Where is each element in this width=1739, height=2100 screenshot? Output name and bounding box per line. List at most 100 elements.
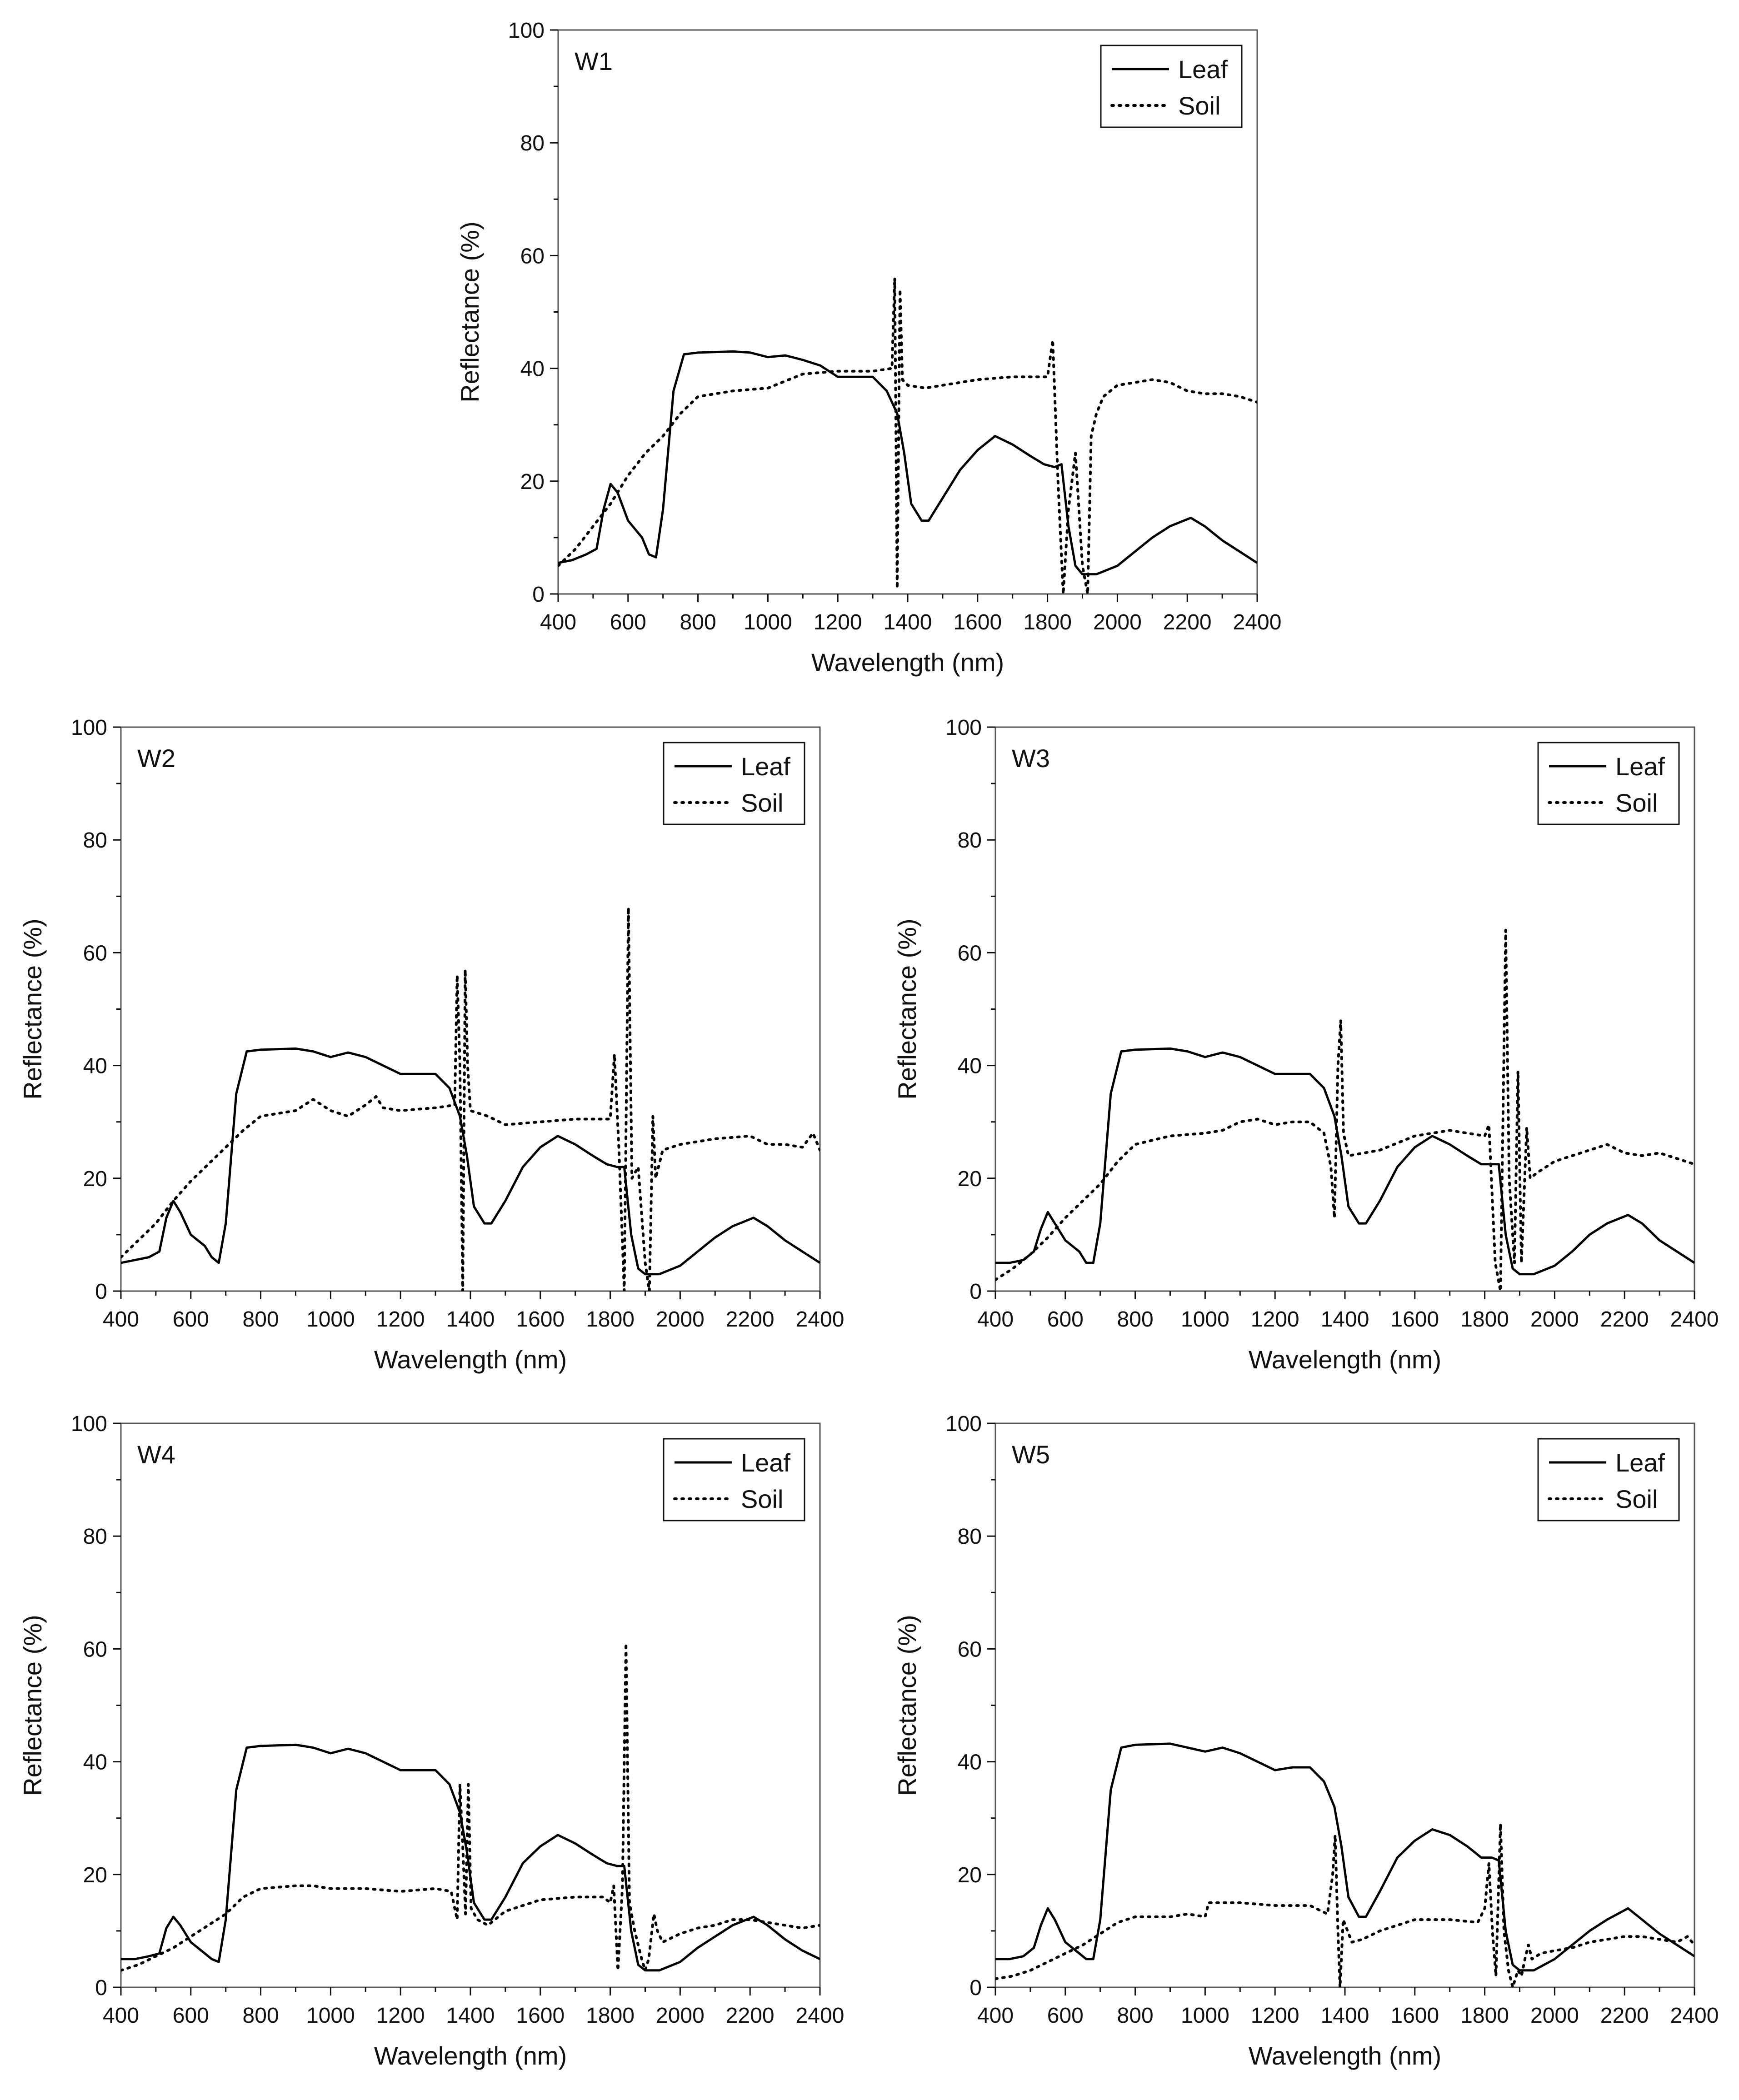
y-tick-label: 100	[71, 1412, 107, 1436]
x-axis-title: Wavelength (nm)	[811, 648, 1004, 677]
x-tick-label: 800	[243, 2004, 279, 2028]
y-tick-label: 20	[83, 1167, 107, 1191]
y-axis-title: Reflectance (%)	[893, 918, 921, 1099]
x-tick-label: 2000	[1093, 610, 1142, 634]
x-axis-title: Wavelength (nm)	[1249, 2041, 1441, 2070]
x-tick-label: 1600	[1390, 1307, 1439, 1332]
x-tick-label: 400	[977, 1307, 1014, 1332]
x-tick-label: 2400	[796, 2004, 845, 2028]
y-axis-title: Reflectance (%)	[455, 221, 484, 402]
y-tick-label: 80	[83, 1525, 107, 1549]
chart-panel-w2: 400 600 800 1000 1200 1400 1600 1800 2000 2200 240…	[18, 716, 844, 1374]
x-tick-label: 2200	[1600, 1307, 1649, 1332]
x-tick-label: 1800	[1460, 2004, 1509, 2028]
legend-label-leaf: Leaf	[1178, 55, 1228, 84]
y-tick-label: 80	[520, 131, 545, 155]
x-tick-label: 800	[243, 1307, 279, 1332]
x-tick-label: 1400	[1321, 2004, 1369, 2028]
legend: Leaf Soil	[1100, 45, 1243, 128]
x-tick-label: 2400	[796, 1307, 845, 1332]
y-tick-label: 60	[83, 1637, 107, 1661]
legend: Leaf Soil	[663, 742, 805, 825]
y-tick-label: 0	[969, 1976, 982, 2000]
chart-panel-w4: 400 600 800 1000 1200 1400 1600 1800 2000 2200 240…	[18, 1412, 844, 2070]
series-soil-line	[558, 277, 1257, 594]
x-axis-title: Wavelength (nm)	[1249, 1345, 1441, 1374]
y-tick-label: 60	[958, 1637, 982, 1661]
legend: Leaf Soil	[663, 1438, 805, 1521]
x-tick-label: 2400	[1233, 610, 1282, 634]
y-tick-label: 40	[83, 1054, 107, 1078]
x-axis-title: Wavelength (nm)	[374, 2041, 567, 2070]
y-axis-title: Reflectance (%)	[893, 1615, 921, 1796]
x-tick-label: 2400	[1670, 2004, 1719, 2028]
y-tick-label: 0	[969, 1280, 982, 1304]
x-tick-label: 2400	[1670, 1307, 1719, 1332]
x-tick-label: 600	[173, 1307, 209, 1332]
y-tick-label: 40	[83, 1751, 107, 1775]
series-leaf-line	[558, 350, 1257, 576]
x-tick-label: 1000	[306, 2004, 355, 2028]
x-tick-label: 1400	[884, 610, 932, 634]
x-tick-label: 600	[1047, 1307, 1084, 1332]
legend-label-soil: Soil	[1178, 91, 1220, 120]
panel-label: W2	[137, 744, 175, 773]
x-tick-label: 800	[680, 610, 716, 634]
x-tick-label: 1000	[306, 1307, 355, 1332]
x-tick-label: 1800	[586, 2004, 635, 2028]
y-tick-label: 20	[83, 1863, 107, 1887]
legend-label-leaf: Leaf	[741, 1448, 790, 1477]
x-tick-label: 2200	[1600, 2004, 1649, 2028]
legend-label-soil: Soil	[1615, 1485, 1658, 1513]
y-tick-label: 0	[95, 1280, 107, 1304]
series-leaf-line	[121, 1047, 820, 1276]
series-soil-line	[995, 928, 1694, 1291]
x-tick-label: 400	[540, 610, 576, 634]
legend-label-soil: Soil	[741, 788, 783, 817]
x-tick-label: 1600	[516, 1307, 565, 1332]
legend-label-leaf: Leaf	[741, 752, 790, 781]
x-tick-label: 1200	[376, 1307, 425, 1332]
legend-label-leaf: Leaf	[1615, 752, 1665, 781]
panel-label: W1	[575, 47, 613, 75]
x-tick-label: 1200	[1251, 1307, 1299, 1332]
x-tick-label: 400	[977, 2004, 1014, 2028]
legend-label-leaf: Leaf	[1615, 1448, 1665, 1477]
chart-panel-w3: 400 600 800 1000 1200 1400 1600 1800 2000 2200 240…	[893, 716, 1719, 1374]
panel-label: W4	[137, 1440, 175, 1469]
x-tick-label: 400	[103, 2004, 139, 2028]
y-tick-label: 20	[958, 1167, 982, 1191]
y-axis-title: Reflectance (%)	[18, 1615, 47, 1796]
y-tick-label: 60	[958, 941, 982, 965]
legend-box	[1537, 1438, 1680, 1521]
y-tick-label: 20	[520, 470, 545, 494]
x-tick-label: 2000	[1530, 2004, 1579, 2028]
legend-label-soil: Soil	[1615, 788, 1658, 817]
x-tick-label: 1400	[446, 1307, 495, 1332]
x-tick-label: 1000	[1181, 1307, 1229, 1332]
y-tick-label: 100	[71, 716, 107, 740]
x-tick-label: 1000	[744, 610, 792, 634]
legend-label-soil: Soil	[741, 1485, 783, 1513]
x-tick-label: 1600	[516, 2004, 565, 2028]
y-tick-label: 40	[958, 1751, 982, 1775]
x-tick-label: 1400	[1321, 1307, 1369, 1332]
y-tick-label: 60	[83, 941, 107, 965]
x-tick-label: 800	[1117, 1307, 1154, 1332]
x-tick-label: 1200	[814, 610, 862, 634]
x-tick-label: 1800	[1460, 1307, 1509, 1332]
panel-label: W5	[1012, 1440, 1050, 1469]
x-tick-label: 1800	[1023, 610, 1072, 634]
legend-box	[1537, 742, 1680, 825]
y-tick-label: 80	[958, 1525, 982, 1549]
y-tick-label: 80	[83, 828, 107, 853]
y-tick-label: 60	[520, 244, 545, 268]
x-tick-label: 1800	[586, 1307, 635, 1332]
x-tick-label: 2000	[656, 1307, 705, 1332]
x-tick-label: 600	[1047, 2004, 1084, 2028]
legend: Leaf Soil	[1537, 742, 1680, 825]
series-soil-line	[121, 1642, 820, 1972]
x-tick-label: 1200	[376, 2004, 425, 2028]
x-tick-label: 1600	[953, 610, 1002, 634]
y-tick-label: 20	[958, 1863, 982, 1887]
